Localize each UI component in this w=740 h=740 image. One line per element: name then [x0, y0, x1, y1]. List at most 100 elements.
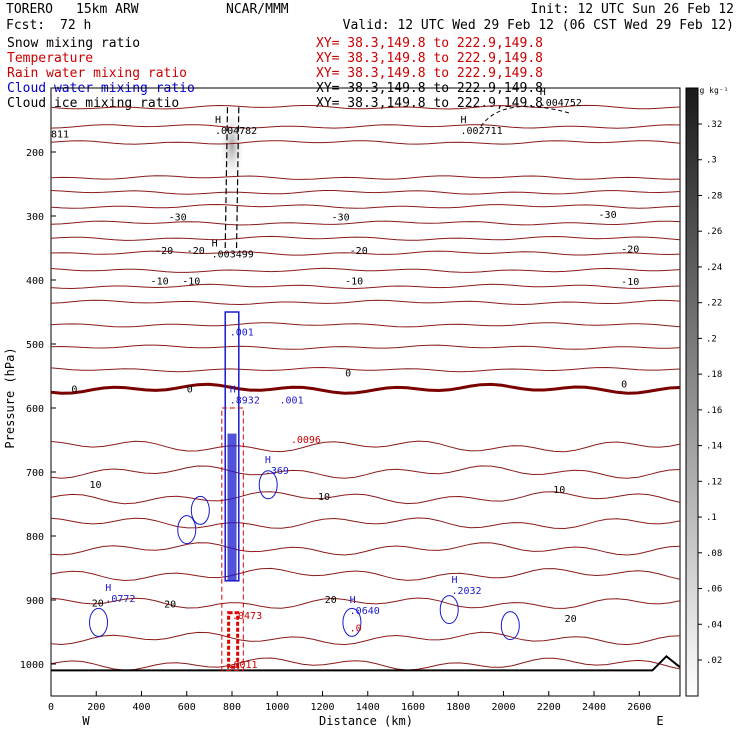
rain-contour	[221, 407, 244, 671]
field-rain: Rain water mixing ratio	[7, 66, 187, 81]
x-tick-label: 400	[132, 702, 150, 713]
y-tick-label: 800	[26, 532, 44, 543]
hilo-marker: H	[105, 583, 111, 594]
isotherm-label: -20	[350, 246, 368, 257]
isotherm	[51, 465, 680, 479]
rain-core	[227, 611, 240, 669]
field-rain-xy: XY= 38.3,149.8 to 222.9,149.8	[316, 66, 543, 81]
y-tick-label: 900	[26, 596, 44, 607]
isotherm-label: 10	[89, 480, 101, 491]
isotherm-label: 20	[164, 600, 176, 611]
colorbar-unit: g kg⁻¹	[700, 86, 729, 95]
x-tick-label: 1400	[356, 702, 380, 713]
x-tick-label: 0	[48, 702, 54, 713]
x-tick-label: 1200	[310, 702, 334, 713]
cloud-water-contour	[439, 595, 459, 625]
isotherm	[51, 250, 680, 256]
x-tick-label: 1000	[265, 702, 289, 713]
hilo-marker: H	[461, 115, 467, 126]
field-temperature: Temperature	[7, 51, 93, 66]
cloud-water-contour	[89, 607, 109, 637]
isotherm	[51, 631, 680, 646]
y-tick-label: 600	[26, 404, 44, 415]
isotherm-label: 0	[621, 380, 627, 391]
hilo-value: .0011	[227, 660, 257, 671]
isotherm	[51, 567, 680, 582]
isotherm-label: -10	[621, 277, 639, 288]
isotherm	[51, 657, 680, 671]
colorbar-tick-label: .04	[706, 620, 722, 630]
x-tick-label: 600	[178, 702, 196, 713]
hilo-value: .003499	[212, 250, 254, 261]
isotherm	[51, 175, 680, 180]
x-tick-label: 200	[87, 702, 105, 713]
hilo-value: .0	[350, 623, 362, 634]
field-snow: Snow mixing ratio	[7, 36, 140, 51]
colorbar-tick-label: .06	[706, 585, 722, 595]
colorbar-tick-label: .12	[706, 477, 722, 487]
y-tick-label: 700	[26, 468, 44, 479]
freezing-isotherm	[51, 382, 680, 395]
x-tick-label: 800	[223, 702, 241, 713]
colorbar-tick-label: .16	[706, 406, 722, 416]
colorbar-tick-label: .24	[706, 263, 722, 273]
isotherm-label: -30	[599, 210, 617, 221]
isotherm	[51, 235, 680, 241]
isotherm	[51, 344, 680, 350]
isotherm-label: 0	[345, 369, 351, 380]
y-tick-label: 500	[26, 340, 44, 351]
model-resolution: 15km ARW	[76, 2, 139, 17]
isotherm	[51, 366, 680, 373]
isotherm	[51, 322, 680, 328]
ice-contour	[480, 105, 572, 127]
forecast-label: Fcst:	[6, 18, 45, 33]
x-tick-label: 2600	[627, 702, 651, 713]
hilo-value: .369	[265, 466, 289, 477]
isotherm-label: -30	[332, 212, 350, 223]
forecast-hours: 72 h	[60, 18, 91, 33]
isotherm-label: 20	[92, 598, 104, 609]
ice-contour	[224, 107, 240, 249]
isotherm	[51, 440, 680, 453]
cloud-water-contour	[500, 611, 520, 641]
colorbar: g kg⁻¹ .02 .04 .06 .08 .1 .12 .14 .16 .18 .2 .22 .2…	[685, 86, 729, 697]
x-tick-label: 1800	[446, 702, 470, 713]
isotherm	[51, 190, 680, 195]
hilo-value: .0473	[232, 611, 262, 622]
init-time: Init: 12 UTC Sun 26 Feb 12	[531, 2, 735, 17]
east-end-label: E	[656, 714, 663, 728]
isotherm-label: -20	[187, 246, 205, 257]
hilo-marker: H	[215, 115, 221, 126]
hilo-value: .0640	[350, 606, 380, 617]
hilo-value: .004752	[540, 98, 582, 109]
isotherm	[51, 491, 680, 505]
colorbar-tick-label: .26	[706, 227, 722, 237]
hilo-value: .001	[280, 396, 304, 407]
isotherm-label: 10	[318, 492, 330, 503]
colorbar-tick-label: .14	[706, 442, 722, 452]
isotherm	[51, 104, 680, 110]
x-axis-title: Distance (km)	[319, 714, 413, 728]
colorbar-tick-label: .22	[706, 299, 722, 309]
west-end-label: W	[82, 714, 90, 728]
hilo-value: .0772	[105, 594, 135, 605]
hilo-marker: H	[451, 575, 457, 586]
isotherm-label: 20	[565, 614, 577, 625]
x-tick-label: 2200	[537, 702, 561, 713]
isotherm	[51, 203, 680, 209]
hilo-value: .8932	[230, 396, 260, 407]
isotherm-label: 10	[553, 485, 565, 496]
y-tick-label: 400	[26, 276, 44, 287]
hilo-value: .0096	[291, 435, 321, 446]
x-tick-label: 2000	[491, 702, 515, 713]
isotherm	[51, 124, 680, 129]
field-legend: Snow mixing ratio XY= 38.3,149.8 to 222.…	[7, 36, 543, 111]
valid-time: Valid: 12 UTC Wed 29 Feb 12 (06 CST Wed …	[343, 18, 734, 33]
model-name: TORERO	[6, 2, 53, 17]
isotherm-label: 0	[187, 385, 193, 396]
snow-shading	[219, 107, 246, 184]
isotherm	[51, 220, 680, 226]
organization: NCAR/MMM	[226, 2, 289, 17]
colorbar-tick-label: .02	[706, 656, 722, 666]
